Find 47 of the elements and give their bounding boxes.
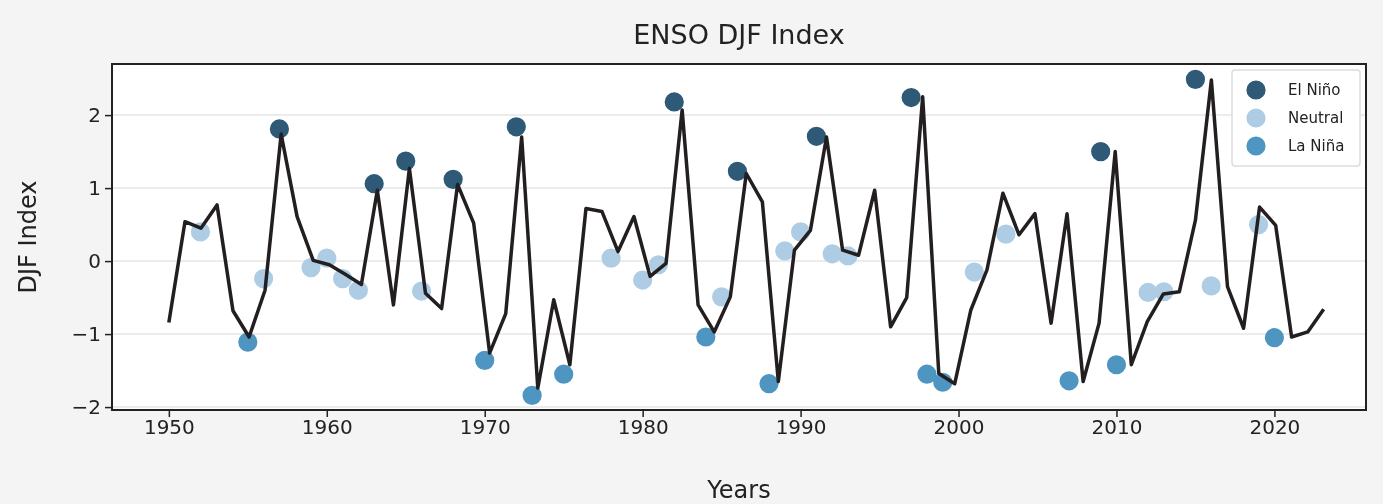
- point: [1201, 276, 1221, 296]
- point: [1185, 69, 1206, 89]
- point: [964, 262, 984, 282]
- point: [633, 270, 653, 290]
- legend-label: El Niño: [1288, 81, 1341, 99]
- point: [364, 174, 384, 194]
- point: [443, 169, 463, 189]
- point: [917, 364, 937, 384]
- x-tick-label: 1970: [459, 415, 511, 440]
- point: [1264, 328, 1285, 348]
- x-tick-label: 1950: [143, 415, 195, 440]
- legend-label: Neutral: [1288, 109, 1344, 127]
- point: [806, 126, 826, 146]
- point: [1138, 282, 1158, 303]
- y-tick-label: 1: [88, 175, 101, 200]
- x-axis-title: Years: [706, 476, 771, 504]
- legend-label: La Niña: [1288, 137, 1345, 155]
- point: [775, 241, 795, 261]
- x-tick-label: 1990: [775, 415, 827, 440]
- point: [996, 224, 1016, 244]
- y-tick-label: 2: [88, 103, 101, 127]
- chart-title: ENSO DJF Index: [633, 19, 845, 50]
- point: [1091, 142, 1111, 162]
- point: [696, 327, 716, 347]
- point: [522, 385, 542, 405]
- y-axis-title: DJF Index: [14, 180, 42, 294]
- y-tick-label: −1: [71, 321, 101, 346]
- point: [759, 374, 779, 394]
- point: [727, 161, 748, 181]
- y-tick-label: −2: [71, 394, 101, 419]
- point: [396, 151, 416, 171]
- point: [1059, 371, 1079, 391]
- x-tick-label: 2010: [1091, 415, 1143, 440]
- point: [269, 119, 290, 139]
- x-tick-label: 1960: [301, 415, 353, 440]
- point: [475, 350, 495, 370]
- point: [901, 87, 921, 108]
- point: [601, 248, 621, 268]
- x-tick-label: 2020: [1249, 415, 1301, 440]
- y-tick-label: 0: [88, 248, 101, 273]
- point: [822, 244, 842, 264]
- point: [1106, 355, 1127, 375]
- point: [506, 117, 526, 137]
- point: [554, 364, 574, 384]
- x-tick-label: 2000: [933, 415, 985, 440]
- point: [664, 92, 684, 112]
- x-tick-label: 1980: [617, 415, 669, 440]
